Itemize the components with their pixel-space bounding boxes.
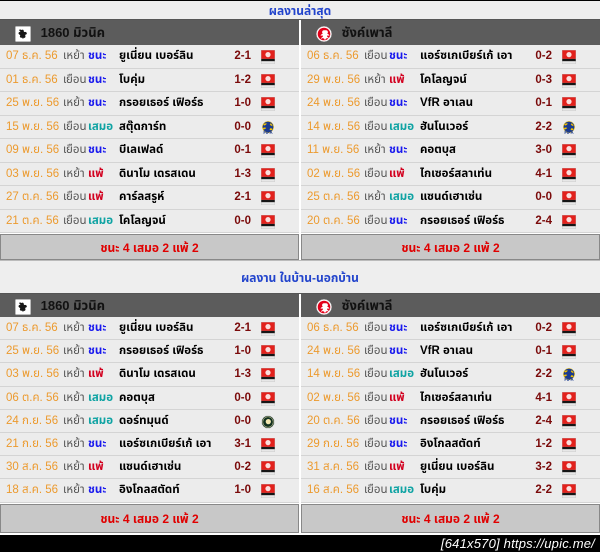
svg-text:FIFA: FIFA (263, 130, 272, 135)
svg-text:FIFA: FIFA (564, 130, 573, 135)
svg-text:FIFA: FIFA (564, 378, 573, 383)
